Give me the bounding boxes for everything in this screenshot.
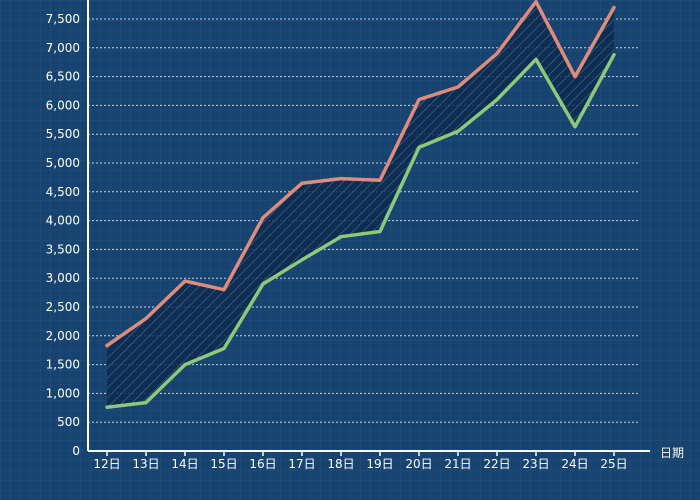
- band-hatch: [107, 1, 614, 408]
- y-tick-label: 500: [57, 415, 80, 429]
- y-tick-label: 5,000: [46, 156, 80, 170]
- x-tick-label: 15日: [210, 457, 237, 471]
- y-tick-label: 3,000: [46, 271, 80, 285]
- x-tick-label: 25日: [600, 457, 627, 471]
- x-tick-label: 24日: [561, 457, 588, 471]
- y-tick-label: 2,000: [46, 329, 80, 343]
- x-tick-label: 21日: [444, 457, 471, 471]
- y-tick-label: 7,500: [46, 12, 80, 26]
- y-tick-label: 2,500: [46, 300, 80, 314]
- y-tick-label: 6,000: [46, 98, 80, 112]
- x-tick-label: 19日: [366, 457, 393, 471]
- y-tick-label: 4,500: [46, 185, 80, 199]
- x-tick-label: 14日: [171, 457, 198, 471]
- y-tick-label: 4,000: [46, 214, 80, 228]
- band-area: [107, 1, 614, 408]
- x-axis-ticks: 12日 13日 14日 15日 16日 17日 18日 19日 20日 21日 22日 23日 24日 2…: [93, 451, 628, 471]
- x-tick-label: 22日: [483, 457, 510, 471]
- x-tick-label: 18日: [327, 457, 354, 471]
- y-tick-label: 0: [72, 444, 80, 458]
- y-axis-ticks: 0 500 1,000 1,500 2,000 2,500 3,000 3,500 4,000 4…: [46, 12, 80, 458]
- series-line-upper: [105, 0, 616, 348]
- series-line-lower: [105, 52, 616, 409]
- y-tick-label: 5,500: [46, 127, 80, 141]
- x-tick-label: 16日: [249, 457, 276, 471]
- y-tick-label: 7,000: [46, 41, 80, 55]
- x-tick-label: 13日: [132, 457, 159, 471]
- x-tick-label: 23日: [522, 457, 549, 471]
- y-tick-label: 3,500: [46, 242, 80, 256]
- series-lines: [105, 0, 616, 409]
- x-axis-title: 日期: [660, 446, 684, 460]
- y-tick-label: 1,000: [46, 386, 80, 400]
- y-tick-label: 1,500: [46, 358, 80, 372]
- axes: [87, 0, 650, 452]
- x-tick-label: 20日: [405, 457, 432, 471]
- x-tick-label: 17日: [288, 457, 315, 471]
- x-tick-label: 12日: [93, 457, 120, 471]
- y-tick-label: 6,500: [46, 70, 80, 84]
